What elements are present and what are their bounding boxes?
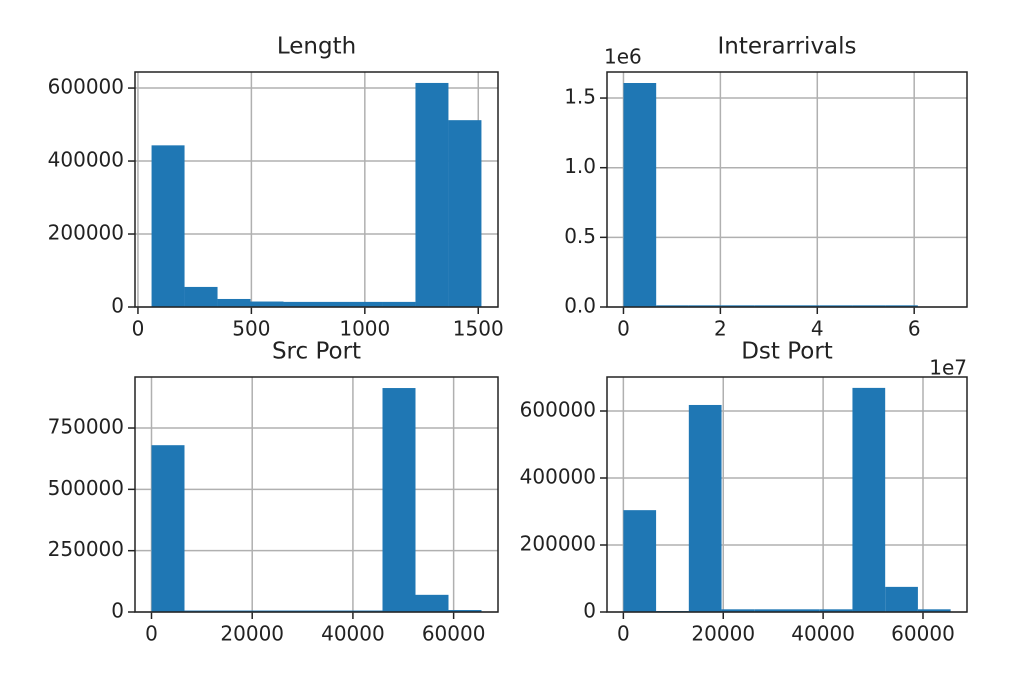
x-tick-label: 20000: [691, 622, 755, 646]
bar: [217, 298, 251, 307]
y-tick-label: 600000: [48, 75, 124, 99]
y-offset-label: 1e6: [604, 45, 642, 69]
x-tick-label: 4: [811, 317, 824, 341]
bar: [917, 609, 951, 612]
bar: [819, 305, 853, 307]
bar: [852, 305, 886, 307]
x-tick-label: 1000: [339, 317, 390, 341]
y-tick-label: 0: [111, 599, 124, 623]
y-tick-label: 0.5: [564, 224, 596, 248]
bar: [623, 83, 657, 307]
bar: [415, 594, 449, 612]
subplot-title: Dst Port: [741, 339, 833, 365]
bar: [349, 301, 383, 307]
x-tick-label: 0: [617, 317, 630, 341]
x-tick-label: 500: [232, 317, 270, 341]
y-tick-label: 250000: [48, 537, 124, 561]
bar: [819, 609, 853, 612]
bar: [448, 120, 482, 308]
y-tick-label: 400000: [520, 465, 596, 489]
bar: [382, 301, 416, 307]
y-tick-label: 750000: [48, 415, 124, 439]
x-tick-label: 0: [132, 317, 145, 341]
y-tick-label: 600000: [520, 398, 596, 422]
bar: [415, 82, 449, 307]
y-tick-label: 0: [111, 294, 124, 318]
y-tick-label: 200000: [48, 221, 124, 245]
bar: [885, 305, 918, 307]
bar: [754, 305, 787, 307]
subplot-title: Length: [277, 34, 356, 60]
bar: [787, 305, 820, 307]
y-tick-label: 1.5: [564, 85, 596, 109]
bar: [852, 387, 886, 612]
bar: [382, 388, 416, 612]
bar: [151, 145, 185, 307]
y-tick-label: 0.0: [564, 294, 596, 318]
x-tick-label: 0: [617, 622, 630, 646]
bar: [656, 305, 689, 307]
bar: [885, 586, 918, 612]
bar: [151, 445, 185, 612]
y-tick-label: 1.0: [564, 154, 596, 178]
x-tick-label: 20000: [220, 622, 284, 646]
bar: [283, 301, 317, 307]
subplot-title: Src Port: [272, 339, 361, 365]
bar: [721, 305, 755, 307]
bar: [688, 305, 722, 307]
axes-frame: [606, 71, 968, 308]
y-tick-label: 400000: [48, 148, 124, 172]
bar: [250, 301, 284, 307]
bar: [448, 610, 482, 612]
x-tick-label: 60000: [422, 622, 486, 646]
axes-frame: [134, 71, 499, 308]
x-tick-label: 1500: [453, 317, 504, 341]
axes-frame: [134, 376, 499, 613]
x-tick-label: 40000: [791, 622, 855, 646]
y-tick-label: 500000: [48, 476, 124, 500]
x-tick-label: 6: [908, 317, 921, 341]
y-tick-label: 0: [583, 599, 596, 623]
x-tick-label: 0: [145, 622, 158, 646]
bar: [754, 609, 787, 612]
bar: [316, 301, 350, 307]
bar: [184, 286, 218, 307]
bar: [623, 510, 657, 612]
subplot-title: Interarrivals: [717, 34, 856, 60]
bar: [688, 404, 722, 612]
y-tick-label: 200000: [520, 532, 596, 556]
x-tick-label: 40000: [321, 622, 385, 646]
bar: [721, 609, 755, 612]
x-tick-label: 2: [714, 317, 727, 341]
bar: [787, 609, 820, 612]
x-offset-label: 1e7: [929, 356, 967, 380]
axes-frame: [606, 376, 968, 613]
x-tick-label: 60000: [891, 622, 955, 646]
